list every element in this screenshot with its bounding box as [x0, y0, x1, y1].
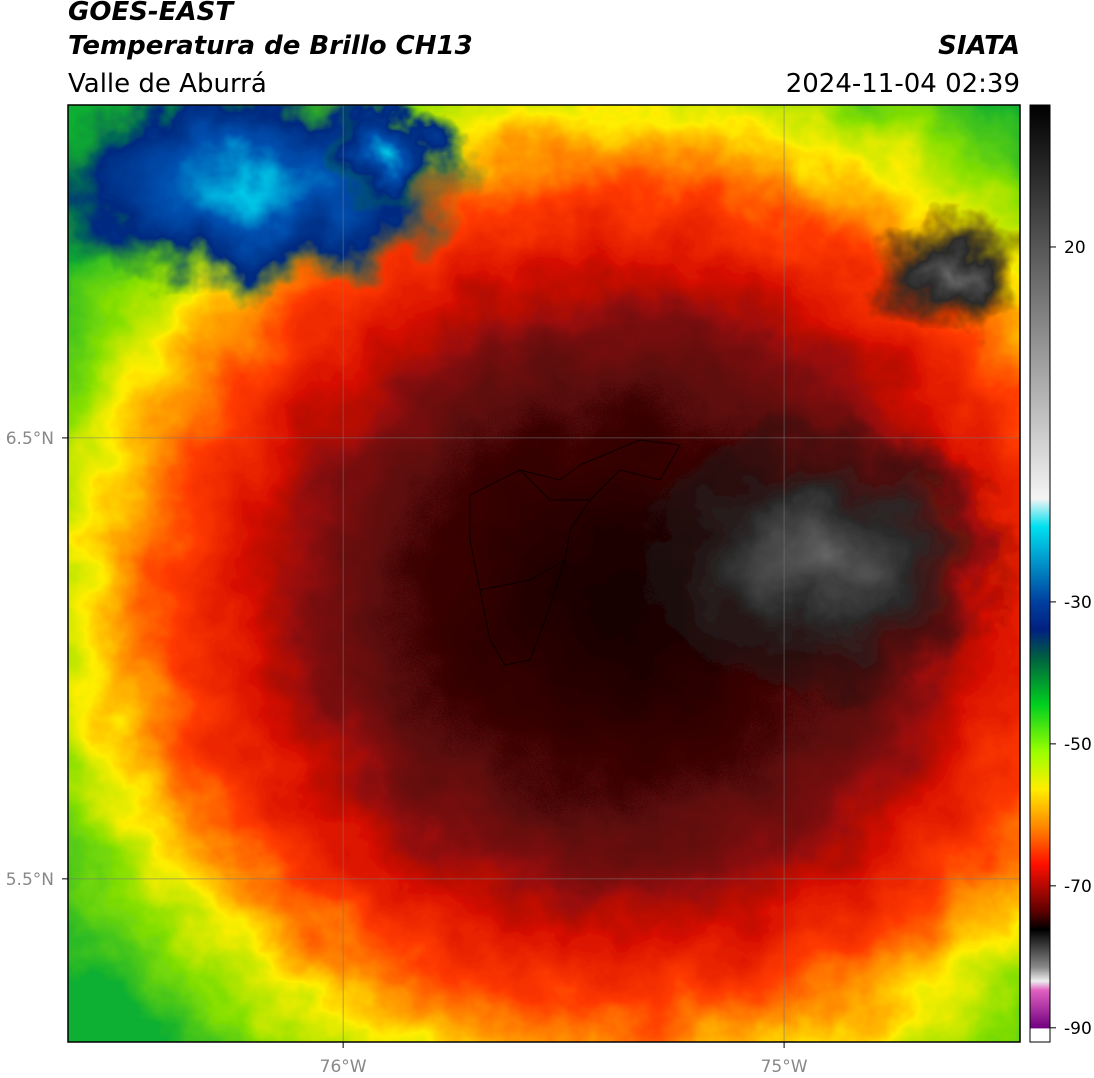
subtitle: Temperatura de Brillo CH13: [68, 31, 473, 61]
grid: [62, 105, 1020, 1048]
map-frame: [67, 104, 1021, 1043]
colorbar-tick-label: -70: [1064, 877, 1092, 897]
warm-top: [870, 210, 1020, 330]
warm-top: [620, 420, 1020, 700]
region: Valle de Aburrá: [68, 69, 267, 99]
title: GOES-EAST: [68, 0, 235, 27]
colorbar-ticks: 20 -30 -50 -70 -90: [1050, 238, 1092, 1039]
colorbar: [1029, 104, 1051, 1043]
temperature-field: [68, 105, 1020, 1042]
municipal-boundaries: [469, 439, 681, 666]
colorbar-tick-label: -90: [1064, 1019, 1092, 1039]
colorbar-tick-label: -50: [1064, 735, 1092, 755]
x-tick-label: 76°W: [320, 1057, 367, 1077]
datetime: 2024-11-04 02:39: [786, 69, 1020, 99]
colorbar-tick-label: -30: [1064, 593, 1092, 613]
y-tick-label: 5.5°N: [6, 870, 54, 890]
satellite-image: [68, 105, 1020, 1042]
cold-cloud: [320, 105, 460, 210]
colorbar-tick-label: 20: [1064, 238, 1086, 258]
x-tick-label: 75°W: [761, 1057, 808, 1077]
y-tick-label: 6.5°N: [6, 429, 54, 449]
source: SIATA: [938, 31, 1020, 61]
